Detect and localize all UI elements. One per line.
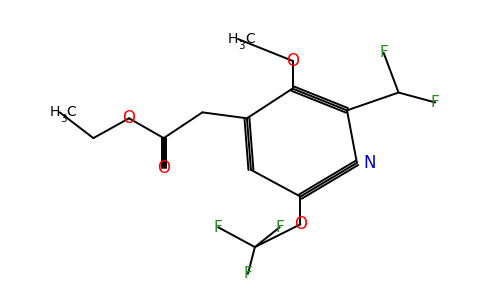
Text: 3: 3 [238, 41, 245, 51]
Text: F: F [214, 220, 223, 235]
Text: O: O [122, 109, 136, 127]
Text: H: H [227, 32, 238, 46]
Text: F: F [431, 95, 439, 110]
Text: F: F [379, 45, 388, 60]
Text: O: O [286, 52, 299, 70]
Text: F: F [243, 266, 252, 281]
Text: C: C [245, 32, 255, 46]
Text: N: N [364, 154, 377, 172]
Text: C: C [67, 105, 76, 119]
Text: H: H [49, 105, 60, 119]
Text: O: O [294, 215, 307, 233]
Text: O: O [157, 159, 170, 177]
Text: 3: 3 [60, 114, 66, 124]
Text: F: F [275, 220, 284, 235]
